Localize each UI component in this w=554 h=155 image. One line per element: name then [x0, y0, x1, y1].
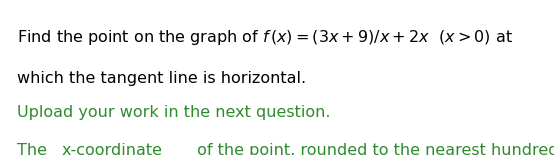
Text: Find the point on the graph of $f\,(x) = (3x + 9)/x + 2x\ \ (x > 0)$ at: Find the point on the graph of $f\,(x) =… [17, 28, 512, 47]
Text: of the point, rounded to the nearest hundredth, is: of the point, rounded to the nearest hun… [192, 143, 554, 155]
Text: Upload your work in the next question.: Upload your work in the next question. [17, 105, 330, 120]
Text: The: The [17, 143, 52, 155]
Text: x-coordinate: x-coordinate [62, 143, 163, 155]
Text: which the tangent line is horizontal.: which the tangent line is horizontal. [17, 71, 306, 86]
